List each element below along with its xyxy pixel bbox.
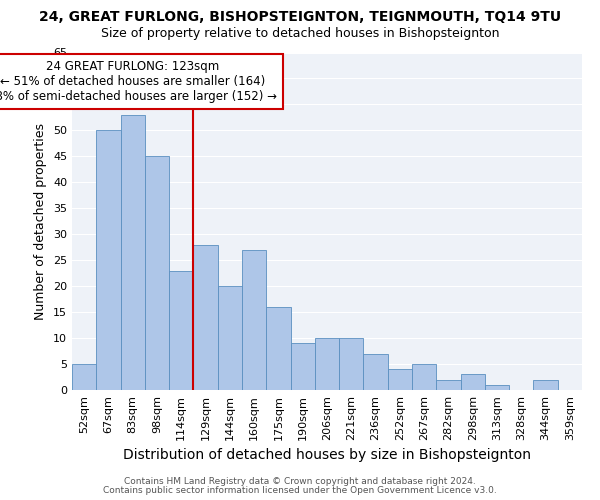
X-axis label: Distribution of detached houses by size in Bishopsteignton: Distribution of detached houses by size … [123,448,531,462]
Y-axis label: Number of detached properties: Number of detached properties [34,122,47,320]
Bar [193,244,218,390]
Bar [533,380,558,390]
Bar [145,156,169,390]
Bar [72,364,96,390]
Bar [364,354,388,390]
Bar [218,286,242,390]
Bar [169,270,193,390]
Bar [436,380,461,390]
Bar [266,307,290,390]
Text: Contains public sector information licensed under the Open Government Licence v3: Contains public sector information licen… [103,486,497,495]
Text: Size of property relative to detached houses in Bishopsteignton: Size of property relative to detached ho… [101,28,499,40]
Bar [121,115,145,390]
Bar [412,364,436,390]
Text: 24 GREAT FURLONG: 123sqm
← 51% of detached houses are smaller (164)
48% of semi-: 24 GREAT FURLONG: 123sqm ← 51% of detach… [0,60,277,104]
Text: 24, GREAT FURLONG, BISHOPSTEIGNTON, TEIGNMOUTH, TQ14 9TU: 24, GREAT FURLONG, BISHOPSTEIGNTON, TEIG… [39,10,561,24]
Bar [461,374,485,390]
Bar [315,338,339,390]
Text: Contains HM Land Registry data © Crown copyright and database right 2024.: Contains HM Land Registry data © Crown c… [124,477,476,486]
Bar [339,338,364,390]
Bar [96,130,121,390]
Bar [242,250,266,390]
Bar [388,369,412,390]
Bar [485,385,509,390]
Bar [290,344,315,390]
